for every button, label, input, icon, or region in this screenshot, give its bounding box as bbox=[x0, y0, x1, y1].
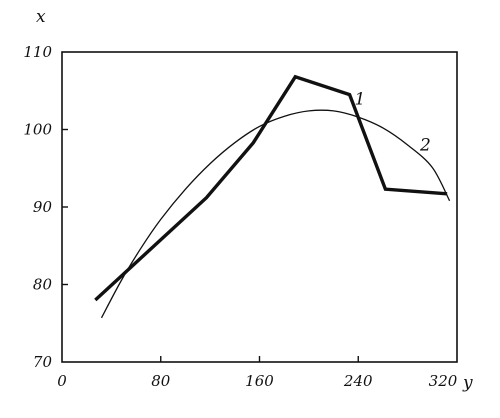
y-axis-label: x bbox=[36, 7, 46, 27]
y-tick-label: 110 bbox=[23, 43, 52, 61]
y-tick-label: 100 bbox=[23, 121, 52, 139]
series-1-label: 1 bbox=[355, 90, 366, 110]
y-tick-label: 70 bbox=[33, 353, 53, 371]
series-2-curve bbox=[100, 109, 451, 319]
x-tick-label: 80 bbox=[151, 372, 171, 390]
y-tick-label: 80 bbox=[33, 276, 53, 294]
x-tick-label: 240 bbox=[343, 372, 373, 390]
series-2-label: 2 bbox=[419, 135, 431, 155]
labels-layer: x y 1 2 bbox=[36, 7, 473, 393]
series-1-line bbox=[94, 74, 448, 302]
x-tick-label: 320 bbox=[429, 372, 458, 390]
axes bbox=[61, 51, 458, 363]
y-tick-label: 90 bbox=[33, 198, 53, 216]
x-tick-label: 160 bbox=[245, 372, 274, 390]
x-axis-label: y bbox=[462, 373, 473, 393]
series-layer bbox=[94, 74, 451, 319]
ticks: 0 80 160 240 320 70 80 90 100 110 bbox=[23, 43, 457, 390]
plot-frame bbox=[61, 51, 458, 363]
x-tick-label: 0 bbox=[57, 372, 67, 390]
